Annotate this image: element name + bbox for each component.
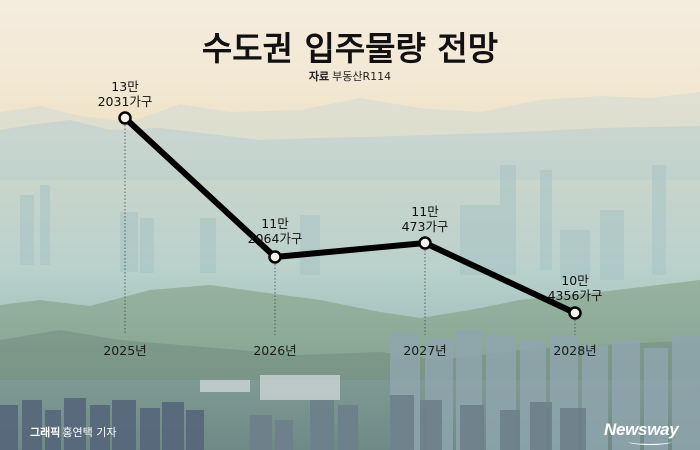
- data-label-2026: 11만 2064가구: [247, 216, 303, 246]
- x-tick-2026: 2026년: [253, 343, 297, 358]
- data-points: [118, 111, 582, 320]
- graphic-credit: 그래픽 홍연택 기자: [30, 424, 116, 440]
- newsway-logo: Newsway: [604, 420, 679, 439]
- credit-label: 그래픽: [30, 426, 61, 439]
- x-tick-2025: 2025년: [103, 343, 147, 358]
- data-label-2028: 10만 4356가구: [547, 273, 603, 303]
- x-tick-2028: 2028년: [553, 343, 597, 358]
- x-tick-2027: 2027년: [403, 343, 447, 358]
- logo-swoosh-icon: [628, 438, 672, 445]
- source-label: 자료: [308, 70, 330, 83]
- data-label-2027: 11만 473가구: [401, 204, 449, 234]
- data-label-2025: 13만 2031가구: [97, 79, 153, 109]
- source-value: 부동산R114: [332, 70, 392, 83]
- data-line: [122, 115, 578, 316]
- source-line: 자료 부동산R114: [0, 68, 700, 84]
- dotted-guide-lines: [124, 125, 576, 335]
- chart-title: 수도권 입주물량 전망: [201, 29, 499, 68]
- credit-name: 홍연택 기자: [62, 426, 117, 439]
